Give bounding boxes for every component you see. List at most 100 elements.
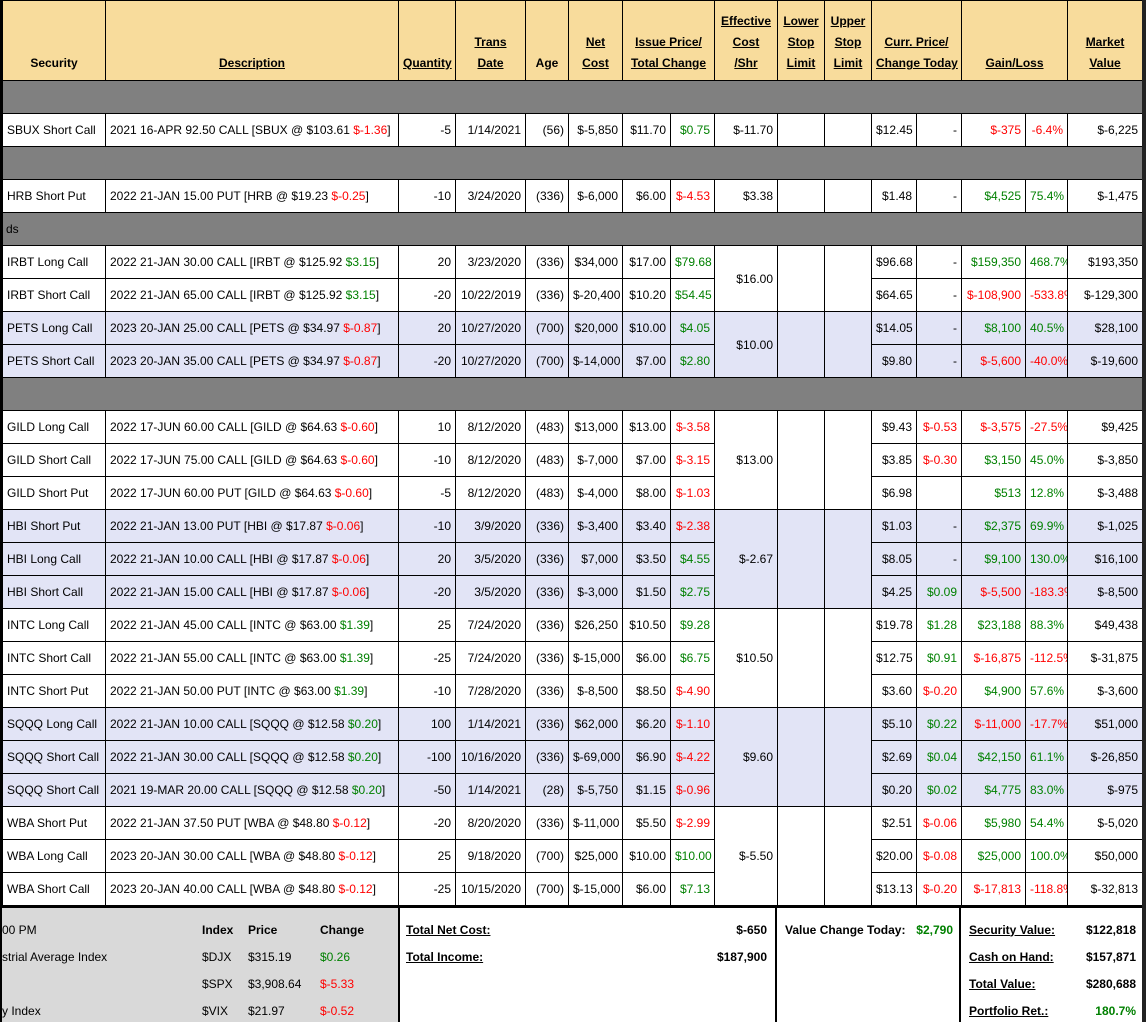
trans-date-cell[interactable]: 3/9/2020 [455,509,526,543]
description-cell[interactable]: 2022 17-JUN 60.00 CALL [GILD @ $64.63 $-… [105,410,399,444]
description-cell[interactable]: 2021 16-APR 92.50 CALL [SBUX @ $103.61 $… [105,113,399,147]
lower-stop-limit-cell[interactable] [777,179,825,213]
change-today-cell[interactable]: $0.09 [915,575,963,609]
effective-cost-cell[interactable]: $10.00 [714,311,778,378]
age-cell[interactable]: (700) [525,839,569,873]
change-today-cell[interactable]: $-0.30 [915,443,963,477]
value-change-value[interactable]: $2,790 [916,922,953,937]
security-cell[interactable]: HRB Short Put [2,179,106,213]
total-change-cell[interactable]: $-4.53 [670,179,715,213]
gain-cell[interactable]: $42,150 [961,740,1027,774]
total-change-cell[interactable]: $4.05 [670,311,715,345]
gain-cell[interactable]: $25,000 [961,839,1027,873]
net-cost-cell[interactable]: $-15,000 [568,641,623,675]
description-cell[interactable]: 2022 21-JAN 30.00 CALL [SQQQ @ $12.58 $0… [105,740,399,774]
loss-pct-cell[interactable]: 54.4% [1025,806,1069,840]
effective-cost-cell[interactable]: $13.00 [714,410,778,510]
column-header-age[interactable]: Age [525,0,569,81]
quantity-cell[interactable]: 10 [398,410,456,444]
upper-stop-limit-cell[interactable] [824,806,872,906]
gain-cell[interactable]: $5,980 [961,806,1027,840]
trans-date-cell[interactable]: 10/27/2020 [455,311,526,345]
curr-price-cell[interactable]: $3.85 [871,443,917,477]
age-cell[interactable]: (336) [525,641,569,675]
issue-price-cell[interactable]: $10.20 [622,278,671,312]
lower-stop-limit-cell[interactable] [777,806,825,906]
issue-price-cell[interactable]: $6.20 [622,707,671,741]
issue-price-cell[interactable]: $7.00 [622,443,671,477]
gain-cell[interactable]: $-375 [961,113,1027,147]
market-value-cell[interactable]: $-31,875 [1067,641,1142,675]
net-cost-cell[interactable]: $-8,500 [568,674,623,708]
market-value-cell[interactable]: $193,350 [1067,245,1142,279]
total-change-cell[interactable]: $9.28 [670,608,715,642]
total-change-cell[interactable]: $-0.96 [670,773,715,807]
column-header-effective-cost-shr[interactable]: Effective Cost/Shr [714,0,778,81]
trans-date-cell[interactable]: 3/23/2020 [455,245,526,279]
loss-pct-cell[interactable]: 88.3% [1025,608,1069,642]
curr-price-cell[interactable]: $96.68 [871,245,917,279]
index-price-cell[interactable]: $315.19 [248,949,292,964]
upper-stop-limit-cell[interactable] [824,113,872,147]
gain-cell[interactable]: $-5,500 [961,575,1027,609]
loss-pct-cell[interactable]: 12.8% [1025,476,1069,510]
index-change-cell[interactable]: $0.26 [320,949,351,964]
total-change-cell[interactable]: $-2.99 [670,806,715,840]
curr-price-cell[interactable]: $2.69 [871,740,917,774]
curr-price-cell[interactable]: $14.05 [871,311,917,345]
quantity-cell[interactable]: -10 [398,674,456,708]
column-header-market-value[interactable]: Market Value [1067,0,1142,81]
trans-date-cell[interactable]: 10/27/2020 [455,344,526,378]
security-cell[interactable]: GILD Long Call [2,410,106,444]
effective-cost-cell[interactable]: $-2.67 [714,509,778,609]
description-cell[interactable]: 2022 21-JAN 10.00 CALL [HBI @ $17.87 $-0… [105,542,399,576]
age-cell[interactable]: (336) [525,542,569,576]
loss-pct-cell[interactable]: -6.4% [1025,113,1069,147]
trans-date-cell[interactable]: 8/20/2020 [455,806,526,840]
change-today-cell[interactable] [915,476,963,510]
value-change-label[interactable]: Value Change Today: [785,922,906,937]
total-change-cell[interactable]: $6.75 [670,641,715,675]
gain-cell[interactable]: $9,100 [961,542,1027,576]
trans-date-cell[interactable]: 3/5/2020 [455,542,526,576]
description-cell[interactable]: 2021 19-MAR 20.00 CALL [SQQQ @ $12.58 $0… [105,773,399,807]
index-symbol-cell[interactable]: Index [202,922,234,937]
gain-cell[interactable]: $4,775 [961,773,1027,807]
net-cost-cell[interactable]: $34,000 [568,245,623,279]
quantity-cell[interactable]: -20 [398,278,456,312]
age-cell[interactable]: (483) [525,410,569,444]
quantity-cell[interactable]: 25 [398,608,456,642]
curr-price-cell[interactable]: $9.43 [871,410,917,444]
change-today-cell[interactable]: - [915,245,963,279]
gain-cell[interactable]: $-108,900 [961,278,1027,312]
curr-price-cell[interactable]: $4.25 [871,575,917,609]
age-cell[interactable]: (700) [525,344,569,378]
summary-label[interactable]: Total Value: [969,976,1036,991]
lower-stop-limit-cell[interactable] [777,311,825,378]
summary-value[interactable]: $280,688 [1085,976,1136,991]
total-income-label[interactable]: Total Income: [406,949,484,964]
loss-pct-cell[interactable]: -112.5% [1025,641,1069,675]
total-change-cell[interactable]: $-1.03 [670,476,715,510]
gain-cell[interactable]: $-11,000 [961,707,1027,741]
market-value-cell[interactable]: $16,100 [1067,542,1142,576]
issue-price-cell[interactable]: $3.50 [622,542,671,576]
description-cell[interactable]: 2022 21-JAN 45.00 CALL [INTC @ $63.00 $1… [105,608,399,642]
column-header-upper-stop-limit[interactable]: Upper Stop Limit [824,0,872,81]
issue-price-cell[interactable]: $17.00 [622,245,671,279]
column-header-description[interactable]: Description [105,0,399,81]
security-cell[interactable]: GILD Short Call [2,443,106,477]
total-change-cell[interactable]: $-4.90 [670,674,715,708]
curr-price-cell[interactable]: $1.48 [871,179,917,213]
net-cost-cell[interactable]: $-3,400 [568,509,623,543]
total-change-cell[interactable]: $2.80 [670,344,715,378]
loss-pct-cell[interactable]: 75.4% [1025,179,1069,213]
quantity-cell[interactable]: 20 [398,542,456,576]
description-cell[interactable]: 2022 21-JAN 13.00 PUT [HBI @ $17.87 $-0.… [105,509,399,543]
quantity-cell[interactable]: 100 [398,707,456,741]
security-cell[interactable]: HBI Long Call [2,542,106,576]
summary-value[interactable]: $122,818 [1085,922,1136,937]
security-cell[interactable]: WBA Long Call [2,839,106,873]
change-today-cell[interactable]: $-0.20 [915,674,963,708]
trans-date-cell[interactable]: 8/12/2020 [455,443,526,477]
